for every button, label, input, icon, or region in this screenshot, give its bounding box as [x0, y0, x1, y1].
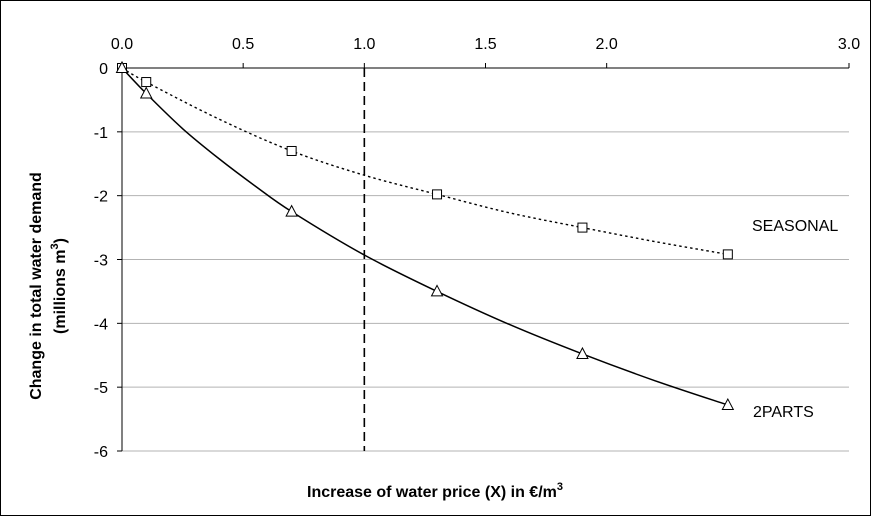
y-tick-label: 0 — [99, 61, 108, 78]
x-tick-label: 1.0 — [353, 36, 375, 53]
y-axis-title-line2: (millions m3) — [49, 238, 69, 334]
y-axis-title-line2-end: ) — [52, 238, 69, 243]
x-tick-label: 2.0 — [596, 36, 618, 53]
x-tick-label: 0.5 — [232, 36, 254, 53]
data-point-2parts — [430, 284, 444, 297]
y-axis-title-line2-superscript: 3 — [49, 243, 61, 249]
data-point-seasonal — [722, 249, 733, 260]
x-tick-label: 0.0 — [111, 36, 133, 53]
x-tick-label: 3.0 — [838, 36, 860, 53]
data-point-seasonal — [286, 145, 297, 156]
data-point-2parts — [139, 86, 153, 99]
y-tick-label: -2 — [94, 189, 108, 206]
x-axis-title-superscript: 3 — [557, 481, 563, 493]
y-tick-label: -3 — [94, 253, 108, 270]
data-point-2parts — [285, 204, 298, 217]
data-point-seasonal — [577, 222, 588, 233]
y-axis-title-line1: Change in total water demand — [28, 172, 45, 400]
data-point-2parts — [576, 346, 589, 359]
y-tick-label: -5 — [94, 380, 108, 397]
data-point-seasonal — [141, 77, 152, 88]
series-group — [115, 60, 735, 411]
data-point-2parts — [115, 60, 129, 73]
y-tick-label: -1 — [94, 125, 108, 142]
data-point-seasonal — [432, 189, 443, 200]
axes — [117, 63, 850, 452]
gridlines — [122, 131, 849, 452]
x-axis-title: Increase of water price (X) in €/m3 — [307, 481, 563, 501]
series-line-2parts — [121, 67, 729, 406]
series-line-seasonal — [121, 67, 728, 256]
tick-labels: 0.0 0.5 1.0 1.5 2.0 3.0 0 -1 -2 -3 -4 -5 -6 — [94, 36, 860, 461]
series-label-2parts: 2PARTS — [753, 404, 814, 421]
x-tick-label: 1.5 — [474, 36, 496, 53]
y-axis-title-group: Change in total water demand — [28, 172, 45, 400]
x-axis-title-main: Increase of water price (X) in €/m — [307, 484, 557, 501]
y-axis-title-group-2: (millions m3) — [49, 238, 69, 334]
y-axis-title-line2-main: (millions m — [52, 250, 69, 334]
data-point-2parts — [721, 397, 735, 411]
series-label-seasonal: SEASONAL — [752, 218, 838, 235]
y-tick-label: -6 — [94, 444, 108, 461]
y-tick-label: -4 — [94, 316, 108, 333]
